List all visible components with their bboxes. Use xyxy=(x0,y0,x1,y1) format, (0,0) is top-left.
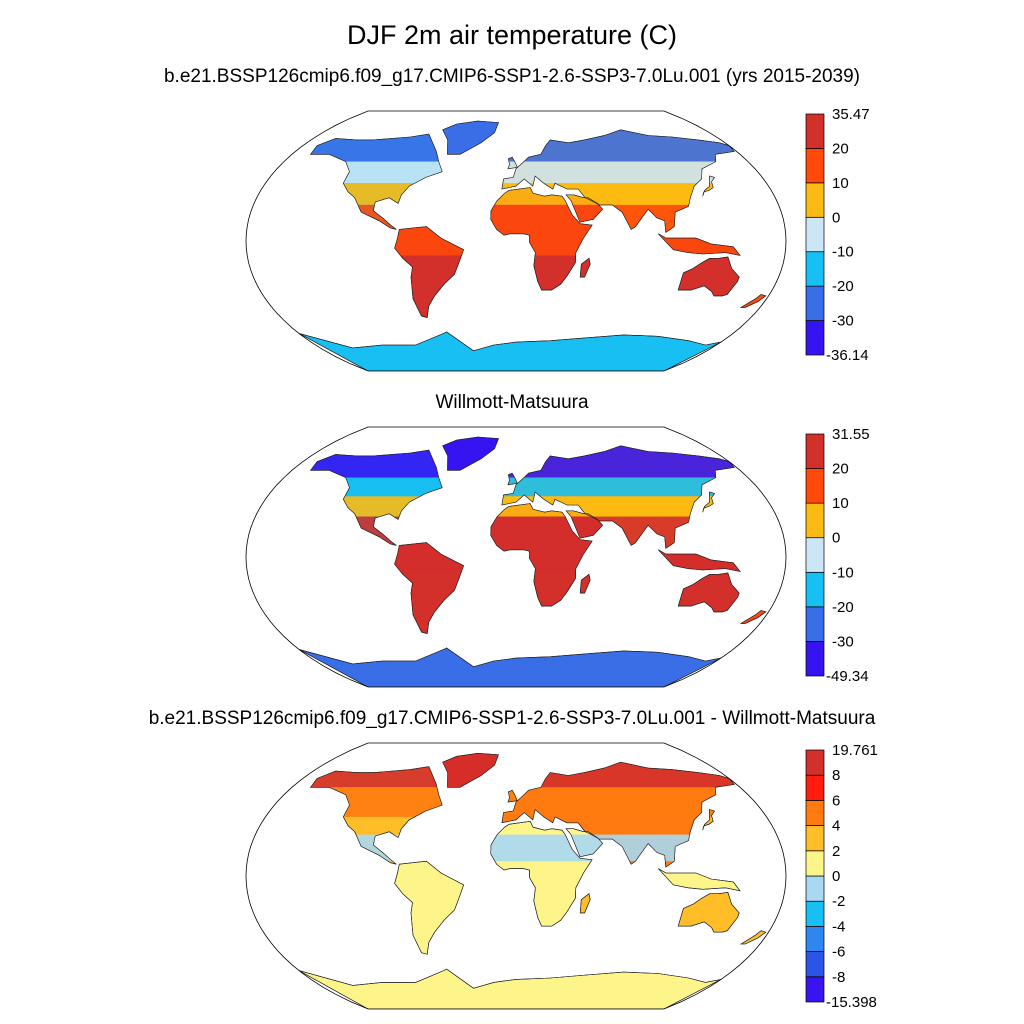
colorbar-max-label: 31.55 xyxy=(832,426,870,443)
colorbar-level-label: -10 xyxy=(832,244,854,261)
map-land xyxy=(298,752,767,1009)
colorbar: 35.47 20 10 0 -10 -20 -30 -36.14 xyxy=(805,106,870,364)
colorbar-swatch xyxy=(805,537,825,573)
colorbar-level-label: -6 xyxy=(832,944,845,961)
map-outline xyxy=(245,742,787,1010)
map-land xyxy=(298,120,767,371)
colorbar-level-label: -4 xyxy=(832,918,845,935)
colorbar-swatch xyxy=(805,800,825,826)
colorbar-level-label: 0 xyxy=(832,868,840,885)
colorbar-level-label: 0 xyxy=(832,530,840,547)
temperature-band xyxy=(310,183,766,205)
land-antarctica xyxy=(298,331,722,371)
colorbar-min-label: -36.14 xyxy=(826,347,869,364)
colorbar: 31.55 20 10 0 -10 -20 -30 -49.34 xyxy=(805,426,870,685)
colorbar-level-label: 10 xyxy=(832,175,849,192)
colorbar-level-label: 6 xyxy=(832,792,840,809)
temperature-band xyxy=(310,121,766,162)
temperature-band xyxy=(310,437,766,478)
colorbar-swatch xyxy=(805,182,825,218)
colorbar-swatch xyxy=(805,976,825,1003)
colorbar-swatch xyxy=(805,113,825,149)
colorbar-level-label: -30 xyxy=(832,633,854,650)
colorbar-swatch xyxy=(805,926,825,952)
colorbar-swatch xyxy=(805,641,825,677)
colorbar-max-label: 35.47 xyxy=(832,106,870,123)
map-land xyxy=(298,436,767,687)
land-antarctica xyxy=(298,647,722,687)
colorbar-swatch xyxy=(805,468,825,504)
colorbar-level-label: -8 xyxy=(832,969,845,986)
panel2-title: Willmott-Matsuura xyxy=(435,392,589,413)
colorbar-level-label: 4 xyxy=(832,818,840,835)
colorbar-min-label: -15.398 xyxy=(826,994,877,1011)
colorbar-swatch xyxy=(805,850,825,877)
panel3-title: b.e21.BSSP126cmip6.f09_g17.CMIP6-SSP1-2.… xyxy=(148,708,876,729)
colorbar-level-label: 2 xyxy=(832,843,840,860)
colorbar-level-label: 20 xyxy=(832,461,849,478)
colorbar-level-label: -30 xyxy=(832,313,854,330)
temperature-band xyxy=(310,204,766,256)
temperature-band xyxy=(310,753,766,788)
colorbar-swatch xyxy=(805,216,825,253)
panel1-title: b.e21.BSSP126cmip6.f09_g17.CMIP6-SSP1-2.… xyxy=(163,66,861,87)
colorbar-swatch xyxy=(805,285,825,321)
colorbar-level-label: -2 xyxy=(832,893,845,910)
colorbar-level-label: 20 xyxy=(832,140,849,157)
map-outline xyxy=(245,426,787,688)
colorbar-swatch xyxy=(805,502,825,539)
map-outline xyxy=(245,110,787,372)
figure-title: DJF 2m air temperature (C) xyxy=(346,20,678,50)
colorbar-swatch xyxy=(805,148,825,184)
colorbar-max-label: 19.761 xyxy=(832,742,878,759)
colorbar-swatch xyxy=(805,774,825,801)
colorbar-level-label: -20 xyxy=(832,599,854,616)
colorbar-swatch xyxy=(805,571,825,608)
colorbar-swatch xyxy=(805,900,825,927)
colorbar-swatch xyxy=(805,251,825,287)
colorbar-swatch xyxy=(805,606,825,642)
colorbar-swatch xyxy=(805,825,825,852)
land-indonesia xyxy=(658,868,741,892)
land-southAmerica xyxy=(394,860,464,955)
colorbar: 19.761 8 6 4 2 0 -2 -4 -6 -8 -15.398 xyxy=(805,742,878,1011)
panel3-map: 19.761 8 6 4 2 0 -2 -4 -6 -8 -15.398 xyxy=(245,742,878,1011)
colorbar-level-label: 8 xyxy=(832,767,840,784)
colorbar-level-label: -20 xyxy=(832,278,854,295)
temperature-band xyxy=(310,834,766,862)
colorbar-swatch xyxy=(805,433,825,469)
land-antarctica xyxy=(298,968,722,1009)
colorbar-swatch xyxy=(805,951,825,978)
colorbar-min-label: -49.34 xyxy=(826,668,869,685)
temperature-band xyxy=(310,516,766,572)
colorbar-swatch xyxy=(805,749,825,776)
colorbar-level-label: -10 xyxy=(832,564,854,581)
colorbar-level-label: 10 xyxy=(832,495,849,512)
temperature-band xyxy=(310,477,766,497)
colorbar-swatch xyxy=(805,875,825,902)
panel1-map: 35.47 20 10 0 -10 -20 -30 -36.14 xyxy=(245,106,870,372)
panel2-map: 31.55 20 10 0 -10 -20 -30 -49.34 xyxy=(245,426,870,688)
colorbar-level-label: 0 xyxy=(832,209,840,226)
colorbar-swatch xyxy=(805,320,825,356)
